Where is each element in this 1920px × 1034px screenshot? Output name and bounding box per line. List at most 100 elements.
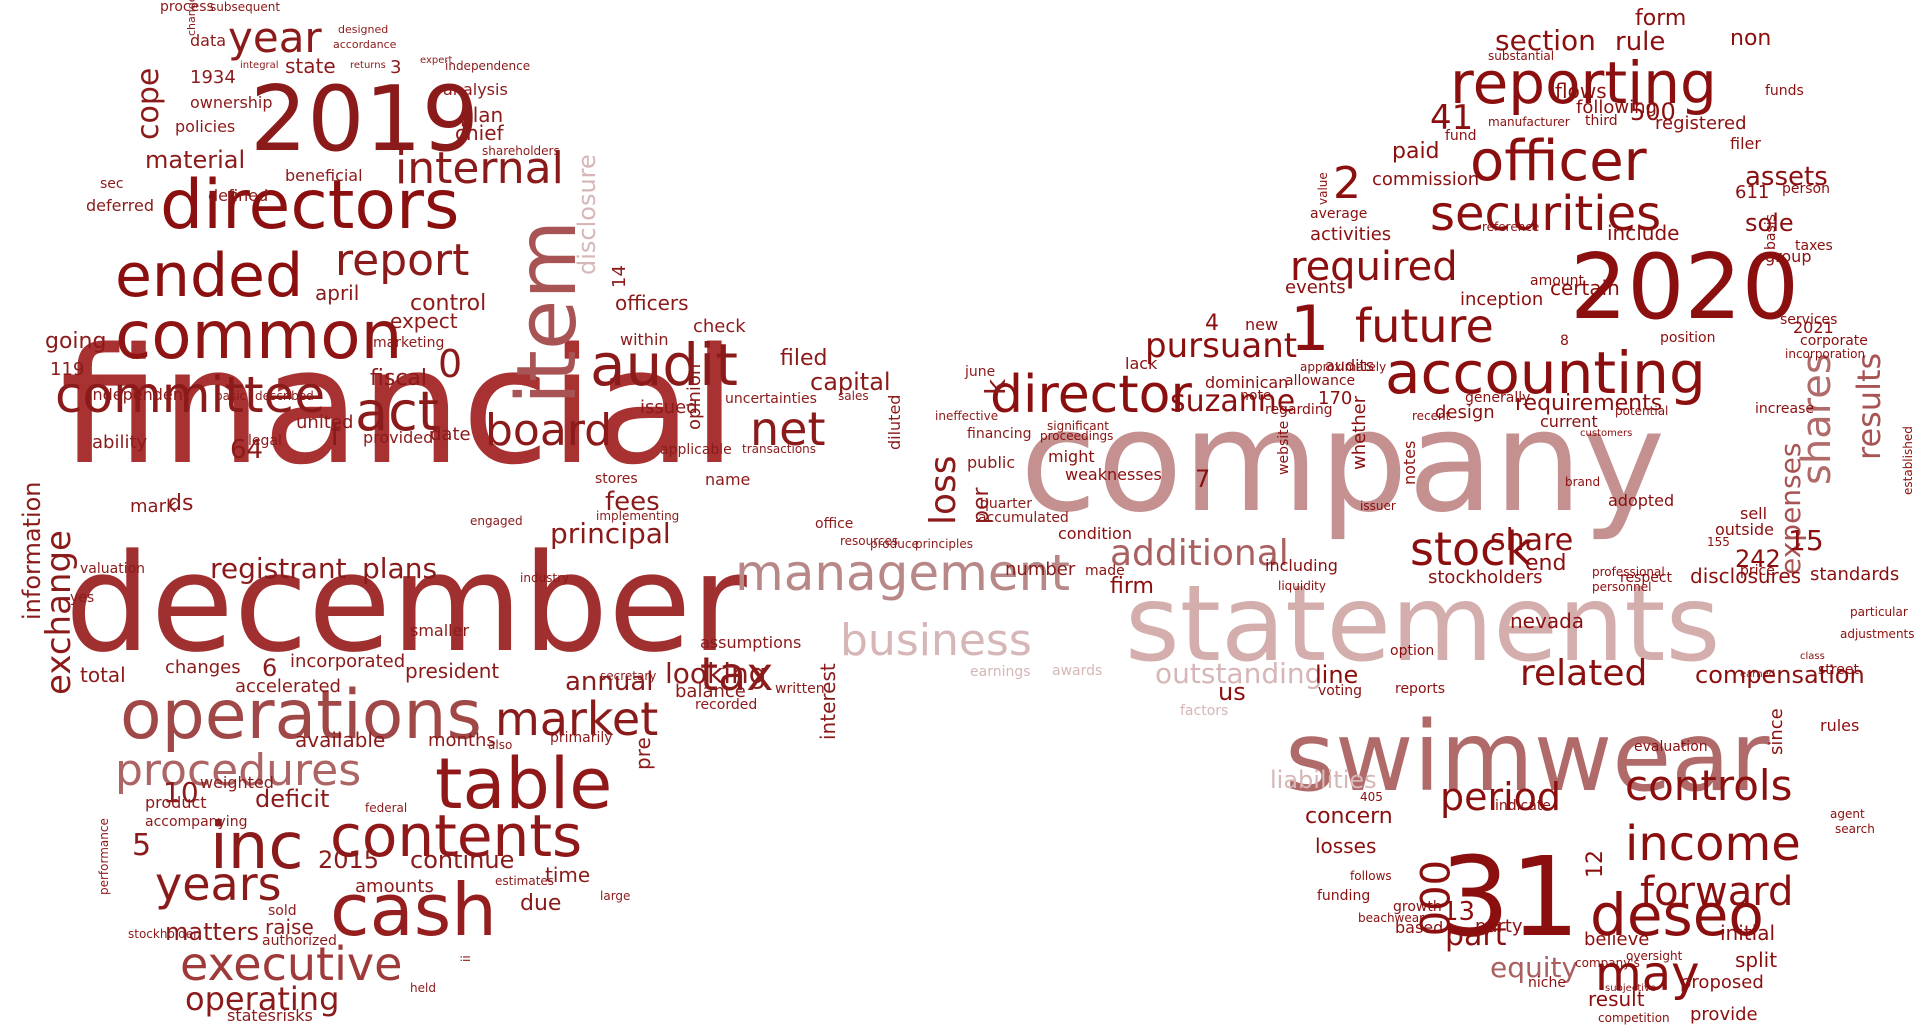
- cloud-word: 1934: [190, 67, 236, 88]
- cloud-word: ended: [115, 241, 303, 311]
- cloud-word: written: [775, 681, 825, 697]
- cloud-word: 242: [1735, 545, 1781, 573]
- cloud-word: us: [1218, 678, 1246, 706]
- cloud-word: chief: [455, 121, 505, 145]
- cloud-word: uncertainties: [725, 391, 817, 407]
- cloud-word: split: [1735, 948, 1777, 972]
- cloud-word: made: [1085, 563, 1125, 579]
- cloud-word: believe: [1584, 929, 1649, 950]
- cloud-word: matters: [165, 918, 259, 946]
- cloud-word: following: [1576, 97, 1657, 118]
- cloud-word: sole: [1745, 209, 1794, 237]
- cloud-word: incorporated: [290, 651, 405, 672]
- cloud-word: authorized: [262, 933, 337, 949]
- cloud-word: ability: [92, 432, 148, 453]
- cloud-word: estimates: [495, 874, 554, 888]
- cloud-word: awards: [1052, 663, 1102, 679]
- cloud-word: total: [80, 663, 126, 687]
- cloud-word: company's: [1575, 956, 1640, 970]
- cloud-word: report: [335, 235, 469, 286]
- cloud-word: established: [1901, 426, 1915, 495]
- cloud-word: pursuant: [1145, 326, 1297, 366]
- cloud-word: state: [285, 54, 336, 78]
- cloud-word: follows: [1350, 869, 1392, 883]
- cloud-word: regarding: [1265, 402, 1333, 418]
- cloud-word: contents: [330, 802, 582, 870]
- cloud-word: note: [1240, 388, 1272, 404]
- cloud-word: policies: [175, 117, 235, 136]
- cloud-word: looking: [665, 657, 767, 690]
- cloud-word: generally: [1465, 390, 1530, 406]
- cloud-word: 000: [1410, 860, 1456, 936]
- cloud-word: control: [410, 291, 486, 316]
- cloud-word: accumulated: [978, 510, 1069, 526]
- cloud-word: expert: [420, 55, 453, 66]
- cloud-word: based: [1395, 918, 1443, 937]
- cloud-word: forward: [1640, 869, 1793, 915]
- cloud-word: expect: [390, 309, 458, 333]
- cloud-word: liabilities: [1270, 766, 1377, 794]
- cloud-word: disclosure: [573, 154, 601, 275]
- cloud-word: per: [969, 487, 994, 525]
- cloud-word: accounting: [1385, 339, 1706, 407]
- cloud-word: future: [1355, 299, 1494, 353]
- cloud-word: going: [45, 329, 106, 354]
- cloud-word: deficit: [255, 785, 329, 813]
- cloud-word: reporting: [1450, 49, 1717, 117]
- cloud-word: design: [1435, 402, 1495, 423]
- cloud-word: 119: [50, 359, 84, 380]
- cloud-word: third: [1585, 113, 1618, 129]
- cloud-word: 4: [1205, 311, 1219, 336]
- cloud-word: audit: [590, 331, 738, 399]
- cloud-word: smaller: [410, 621, 469, 640]
- cloud-word: 611: [1735, 182, 1769, 203]
- cloud-word: data: [190, 31, 226, 50]
- cloud-word: deferred: [86, 196, 154, 215]
- cloud-word: independent: [88, 385, 189, 404]
- cloud-word: activities: [1310, 224, 1391, 245]
- cloud-word: filed: [780, 346, 827, 371]
- cloud-word: firm: [1110, 574, 1154, 599]
- cloud-word: accordance: [333, 38, 397, 51]
- cloud-word: information: [18, 481, 46, 620]
- cloud-word: might: [1048, 447, 1095, 466]
- cloud-word: internal: [395, 143, 564, 194]
- cloud-word: period: [1440, 775, 1561, 819]
- cloud-word: board: [485, 405, 612, 456]
- cloud-word: directors: [160, 166, 459, 245]
- cloud-word: earnings: [970, 664, 1031, 680]
- cloud-word: personnel: [1592, 580, 1651, 594]
- cloud-word: end: [1525, 551, 1566, 576]
- cloud-word: accelerated: [235, 676, 341, 697]
- cloud-word: company: [1020, 381, 1665, 544]
- cloud-word: lack: [1125, 354, 1158, 373]
- cloud-word: condition: [1058, 524, 1132, 543]
- cloud-word: results: [1850, 353, 1888, 460]
- cloud-word: person: [1782, 181, 1830, 197]
- cloud-word: sales: [838, 389, 869, 403]
- cloud-word: shares: [1794, 353, 1840, 485]
- cloud-word: continue: [410, 846, 514, 874]
- cloud-word: secretary: [600, 669, 656, 683]
- cloud-word: marketing: [373, 335, 444, 351]
- cloud-word: shareholders: [482, 144, 560, 158]
- cloud-word: officer: [1470, 129, 1648, 194]
- cloud-word: controls: [1625, 761, 1792, 810]
- cloud-word: fiscal: [370, 366, 427, 391]
- cloud-word: 8: [1560, 333, 1569, 349]
- cloud-word: f: [330, 418, 342, 453]
- cloud-word: cash: [330, 868, 497, 952]
- cloud-word: concern: [1305, 804, 1393, 829]
- cloud-word: valuation: [80, 561, 145, 577]
- cloud-word: name: [705, 470, 750, 489]
- cloud-word: year: [228, 13, 322, 62]
- cloud-word: registrant: [210, 552, 347, 585]
- cloud-word: principles: [915, 537, 973, 551]
- cloud-word: defined: [208, 186, 268, 205]
- cloud-word: brand: [1565, 475, 1600, 489]
- cloud-word: also: [488, 738, 512, 752]
- cloud-word: quarter: [980, 496, 1032, 512]
- cloud-word: opinion: [684, 364, 705, 430]
- cloud-word: nevada: [1510, 609, 1584, 633]
